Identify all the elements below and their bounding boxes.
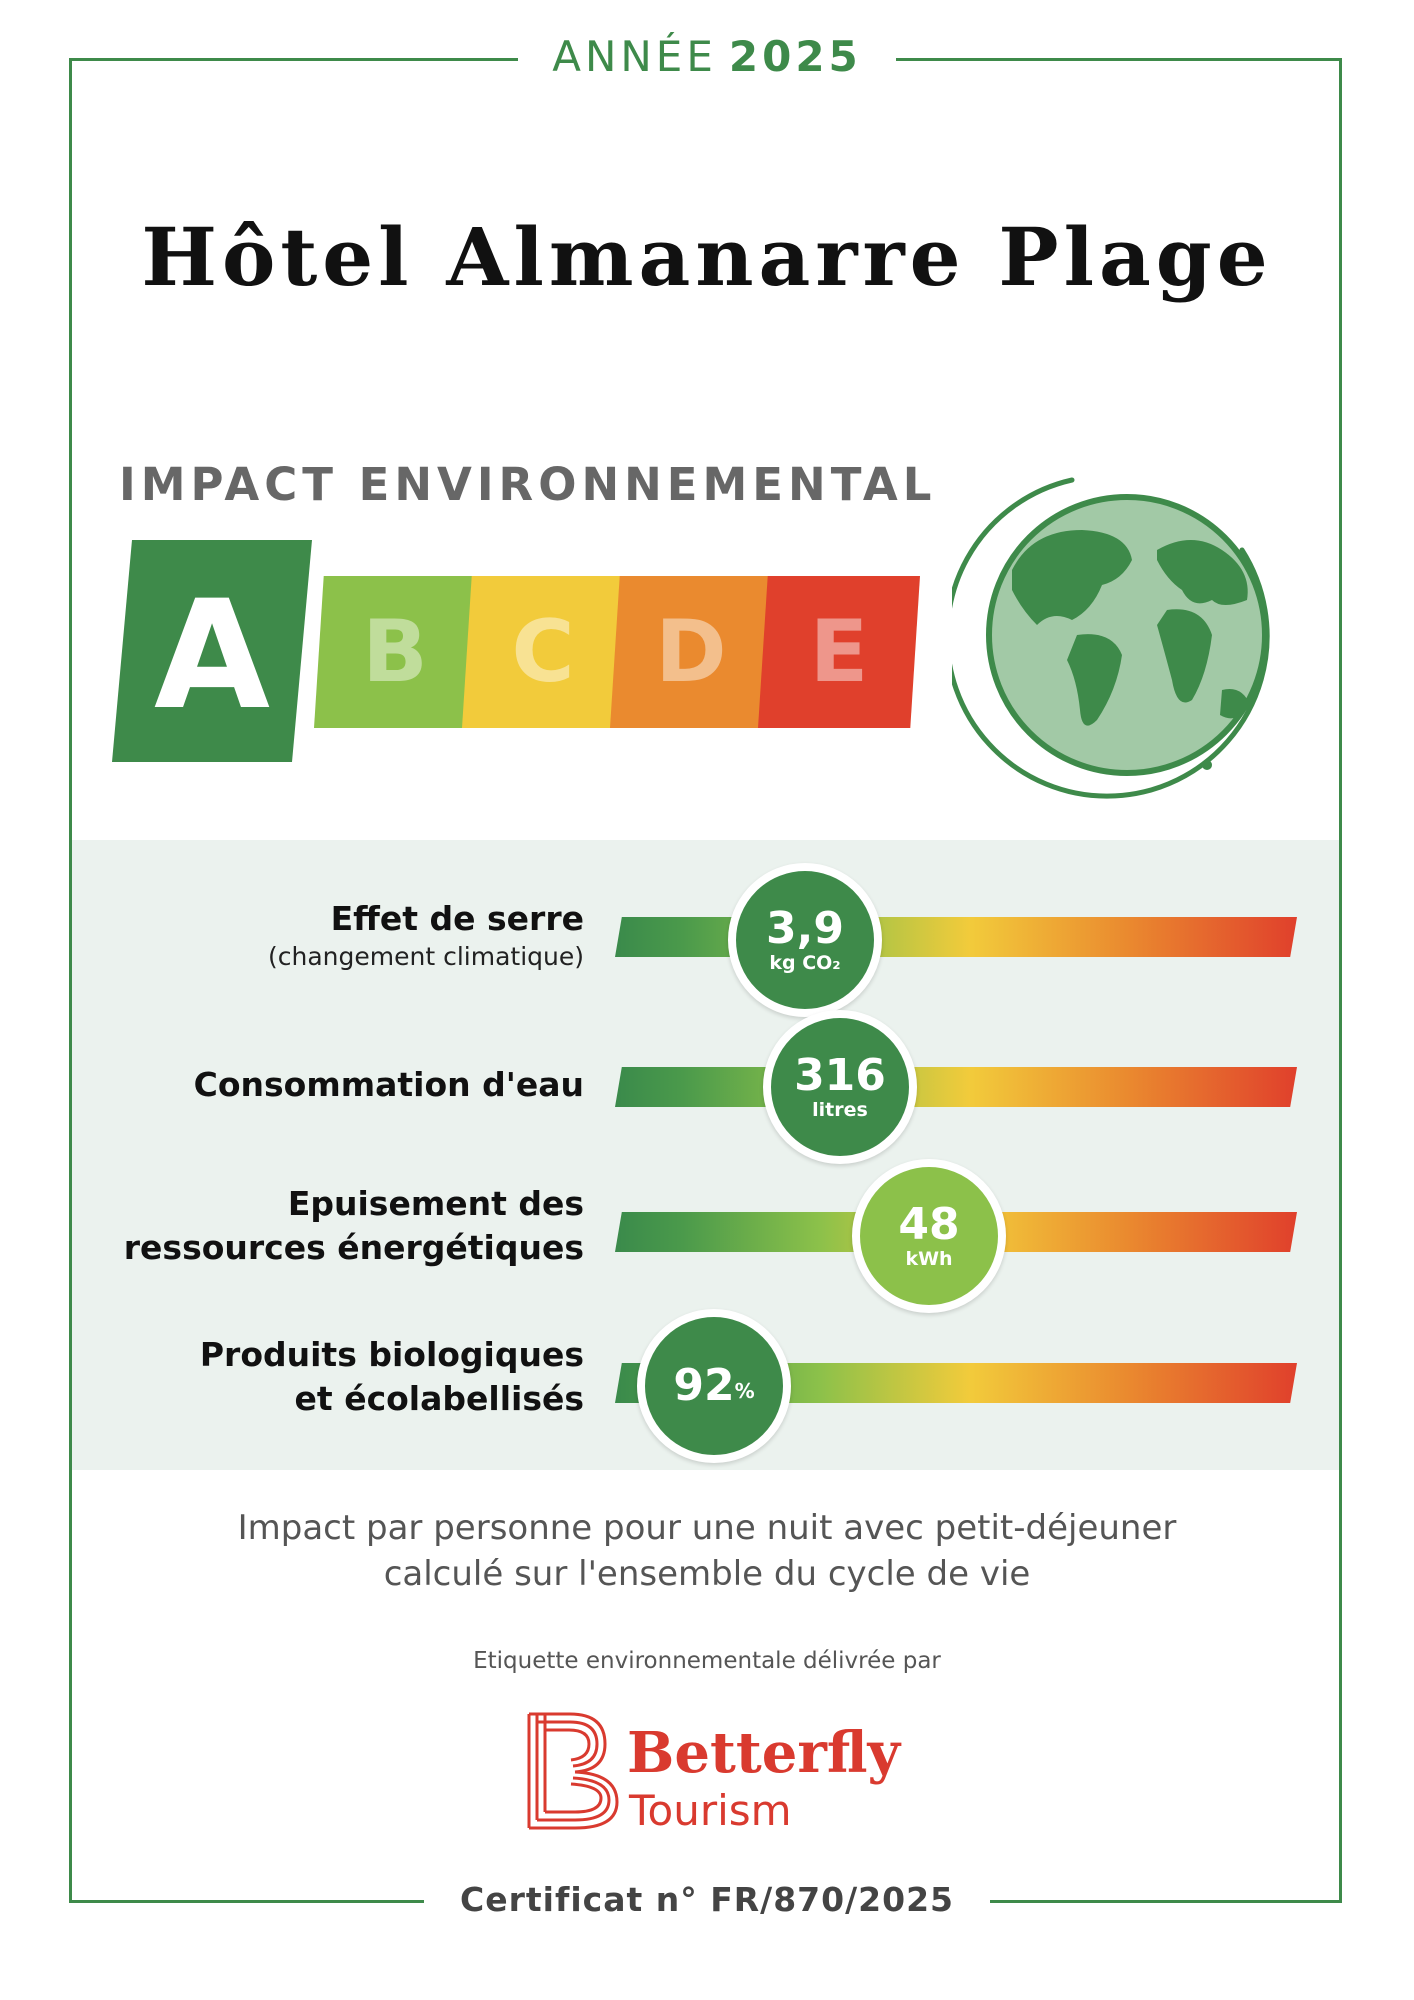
impact-title: IMPACT ENVIRONNEMENTAL: [119, 458, 937, 511]
grade-b: B: [314, 576, 476, 728]
grade-e: E: [758, 576, 920, 728]
indicator-value-badge: 92%: [637, 1309, 791, 1463]
indicator-unit: %: [734, 1379, 755, 1403]
indicator-value-badge: 3,9 kg CO₂: [728, 863, 882, 1017]
grade-scale: A B C D E: [112, 540, 920, 762]
hotel-name: Hôtel Almanarre Plage: [141, 210, 1273, 304]
indicator-subtitle: (changement climatique): [268, 942, 584, 971]
betterfly-b-icon: [527, 1712, 619, 1830]
delivered-by: Etiquette environnementale délivrée par: [473, 1648, 941, 1674]
indicator-label: Effet de serre (changement climatique): [268, 897, 584, 973]
betterfly-logo: Betterfly Tourism: [525, 1708, 900, 1848]
globe-icon: [952, 477, 1270, 799]
year-label: ANNÉE: [552, 32, 717, 81]
indicator-title: Effet de serre: [330, 899, 584, 938]
grade-c-letter: C: [511, 602, 575, 702]
indicator-value: 316: [794, 1050, 886, 1101]
indicator-title: ressources énergétiques: [123, 1228, 584, 1267]
indicator-title: Epuisement des: [287, 1184, 584, 1223]
indicator-unit: kg CO₂: [769, 952, 841, 974]
indicator-value: 92: [673, 1360, 735, 1411]
indicator-label: Consommation d'eau: [194, 1063, 584, 1107]
grade-c: C: [462, 576, 624, 728]
brand-sub: Tourism: [629, 1786, 792, 1835]
impact-note-line2: calculé sur l'ensemble du cycle de vie: [383, 1554, 1031, 1594]
grade-a-letter: A: [153, 569, 271, 743]
certificate-number: Certificat n° FR/870/2025: [0, 1880, 1414, 1919]
grade-b-letter: B: [362, 602, 428, 702]
indicator-title: Produits biologiques: [199, 1335, 584, 1374]
indicator-unit: litres: [812, 1099, 868, 1121]
grade-d: D: [610, 576, 772, 728]
grade-d-letter: D: [655, 602, 727, 702]
certificate-text: Certificat n° FR/870/2025: [424, 1880, 990, 1919]
indicator-scale-bar: [615, 917, 1297, 957]
year-value: 2025: [728, 32, 862, 81]
indicator-title: et écolabellisés: [294, 1379, 584, 1418]
indicator-label: Produits biologiques et écolabellisés: [200, 1333, 584, 1421]
indicator-title: Consommation d'eau: [193, 1065, 584, 1104]
indicator-value-badge: 316 litres: [763, 1010, 917, 1164]
indicator-unit: kWh: [905, 1248, 953, 1270]
impact-note-line1: Impact par personne pour une nuit avec p…: [237, 1508, 1177, 1548]
impact-note: Impact par personne pour une nuit avec p…: [0, 1505, 1414, 1597]
indicator-label: Epuisement des ressources énergétiques: [124, 1182, 584, 1270]
indicator-value: 3,9: [766, 903, 844, 954]
grade-a: A: [112, 540, 312, 762]
grade-e-letter: E: [809, 602, 869, 702]
indicator-scale-bar: [615, 1067, 1297, 1107]
indicator-value-badge: 48 kWh: [852, 1159, 1006, 1313]
brand-name: Betterfly: [627, 1720, 901, 1786]
indicator-value: 48: [898, 1199, 960, 1250]
year-header: ANNÉE 2025: [0, 32, 1414, 81]
